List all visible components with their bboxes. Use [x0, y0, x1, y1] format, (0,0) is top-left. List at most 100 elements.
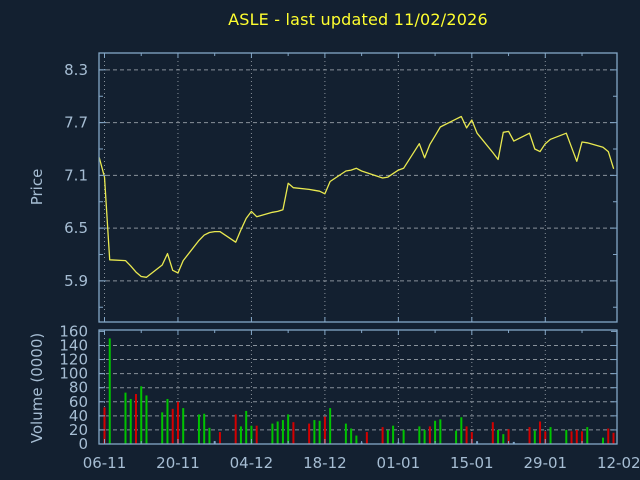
volume-bar — [329, 408, 332, 444]
volume-bar — [434, 420, 437, 444]
volume-bar — [355, 435, 358, 444]
volume-bar — [129, 398, 132, 444]
volume-bar — [465, 426, 468, 444]
tick-label: 29-01 — [523, 454, 567, 472]
volume-bar — [171, 408, 174, 444]
volume-bar — [161, 412, 164, 444]
volume-bar — [313, 420, 316, 444]
volume-bar — [218, 432, 221, 444]
tick-label: 01-01 — [377, 454, 421, 472]
volume-bar — [234, 414, 237, 444]
volume-bar — [607, 428, 610, 444]
volume-bar — [255, 425, 258, 444]
volume-bar — [197, 414, 200, 444]
price-line — [98, 115, 615, 278]
volume-bar — [402, 429, 405, 444]
volume-bar — [476, 441, 479, 444]
volume-bar — [323, 416, 326, 444]
volume-bar — [176, 401, 179, 444]
tick-label: 7.1 — [64, 166, 88, 184]
volume-bar — [491, 422, 494, 444]
axis-ticks — [99, 53, 617, 445]
tick-label: 140 — [59, 336, 88, 354]
volume-bar — [586, 427, 589, 444]
volume-bar — [381, 427, 384, 444]
price-tick-labels: 5.9 6.5 7.1 7.7 8.3 — [64, 61, 88, 290]
volume-bar — [512, 441, 515, 444]
volume-bar — [108, 338, 111, 444]
tick-label: 20-11 — [156, 454, 200, 472]
volume-bar — [460, 417, 463, 444]
plot-borders — [98, 52, 618, 445]
volume-bar — [140, 386, 143, 444]
volume-bar — [612, 432, 615, 444]
volume-bar — [565, 429, 568, 444]
volume-bar — [428, 426, 431, 444]
volume-bar — [344, 423, 347, 444]
volume-bar — [203, 413, 206, 444]
tick-label: 04-12 — [230, 454, 274, 472]
volume-bar — [182, 408, 185, 444]
tick-label: 6.5 — [64, 219, 88, 237]
volume-bar — [365, 432, 368, 444]
volume-bar — [208, 427, 211, 444]
volume-bar — [287, 414, 290, 444]
volume-bar — [418, 426, 421, 444]
tick-label: 8.3 — [64, 61, 88, 79]
volume-bar — [423, 429, 426, 444]
volume-bar — [544, 431, 547, 444]
volume-bar — [528, 427, 531, 444]
volume-bar — [245, 410, 248, 444]
volume-bar — [276, 421, 279, 444]
volume-bar — [308, 423, 311, 444]
tick-label: 18-12 — [303, 454, 347, 472]
volume-bar — [145, 395, 148, 444]
volume-bar — [103, 407, 106, 444]
date-tick-labels: 06-11 20-11 04-12 18-12 01-01 15-01 29-01 12-02 — [83, 454, 640, 472]
volume-bar — [350, 428, 353, 444]
volume-bar — [581, 431, 584, 444]
volume-bar — [549, 427, 552, 444]
tick-label: 80 — [69, 379, 88, 397]
tick-label: 15-01 — [450, 454, 494, 472]
tick-label: 12-02 — [597, 454, 640, 472]
volume-bar — [166, 398, 169, 444]
gridlines — [99, 53, 617, 444]
tick-label: 0 — [78, 435, 88, 453]
volume-bar — [502, 434, 505, 444]
volume-bar — [539, 421, 542, 444]
volume-bar — [602, 437, 605, 444]
volume-bar — [507, 429, 510, 444]
volume-bar — [533, 430, 536, 444]
volume-bar — [497, 429, 500, 444]
volume-bar — [124, 392, 127, 444]
tick-label: 60 — [69, 393, 88, 411]
volume-bar — [470, 432, 473, 444]
volume-bar — [250, 425, 253, 444]
volume-bar — [318, 420, 321, 444]
tick-label: 20 — [69, 421, 88, 439]
tick-label: 120 — [59, 351, 88, 369]
volume-bar — [239, 426, 242, 444]
volume-bar — [570, 431, 573, 444]
tick-label: 06-11 — [83, 454, 127, 472]
volume-bar — [271, 423, 274, 444]
volume-bar — [281, 420, 284, 444]
tick-label: 40 — [69, 407, 88, 425]
volume-bar — [439, 419, 442, 444]
volume-bars — [103, 338, 615, 444]
volume-bar — [455, 430, 458, 444]
chart-title: ASLE - last updated 11/02/2026 — [228, 10, 488, 29]
volume-bar — [386, 429, 389, 444]
volume-bar — [392, 425, 395, 444]
volume-bar — [134, 394, 137, 444]
tick-label: 7.7 — [64, 114, 88, 132]
volume-bar — [575, 429, 578, 444]
volume-bar — [292, 422, 295, 444]
tick-label: 5.9 — [64, 272, 88, 290]
tick-label: 160 — [59, 322, 88, 340]
tick-label: 100 — [59, 365, 88, 383]
